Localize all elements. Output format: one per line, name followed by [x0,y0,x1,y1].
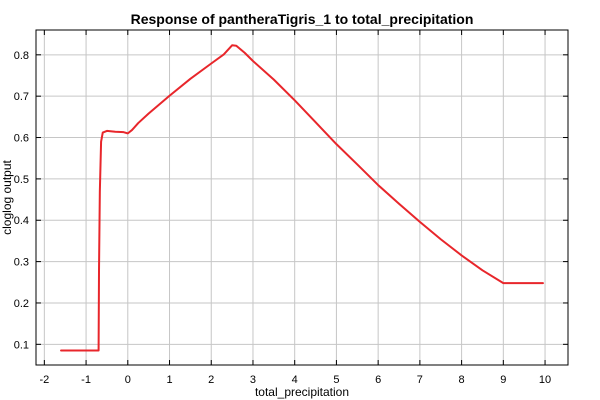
y-axis-label: cloglog output [0,159,14,234]
ticks-layer: -2 -1 0 1 2 3 4 5 6 7 8 9 10 0.1 0.2 0.3 0.4 0.5 0.6 0.7 0.8 [14,30,568,386]
x-tick-label-0: -2 [39,374,49,386]
x-tick-label-10: 8 [459,374,465,386]
y-tick-label-6: 0.7 [14,91,29,103]
y-tick-label-2: 0.3 [14,257,29,269]
x-tick-label-5: 3 [250,374,256,386]
x-tick-label-8: 6 [375,374,381,386]
x-tick-label-6: 4 [292,374,298,386]
response-curve-line [60,44,544,352]
x-axis-label: total_precipitation [255,385,349,399]
x-tick-label-3: 1 [166,374,172,386]
x-tick-label-11: 9 [500,374,506,386]
grid-layer [36,30,568,365]
y-tick-label-4: 0.5 [14,174,29,186]
chart-title: Response of pantheraTigris_1 to total_pr… [131,11,474,27]
y-tick-label-5: 0.6 [14,133,29,145]
x-tick-label-1: -1 [81,374,91,386]
series-layer [60,44,544,352]
x-tick-label-2: 0 [125,374,131,386]
y-tick-label-7: 0.8 [14,50,29,62]
x-tick-label-12: 10 [539,374,551,386]
x-tick-label-9: 7 [417,374,423,386]
x-tick-label-4: 2 [208,374,214,386]
y-tick-label-0: 0.1 [14,339,29,351]
x-tick-label-7: 5 [333,374,339,386]
plot-frame [35,29,569,366]
y-tick-label-3: 0.4 [14,215,29,227]
y-tick-label-1: 0.2 [14,298,29,310]
